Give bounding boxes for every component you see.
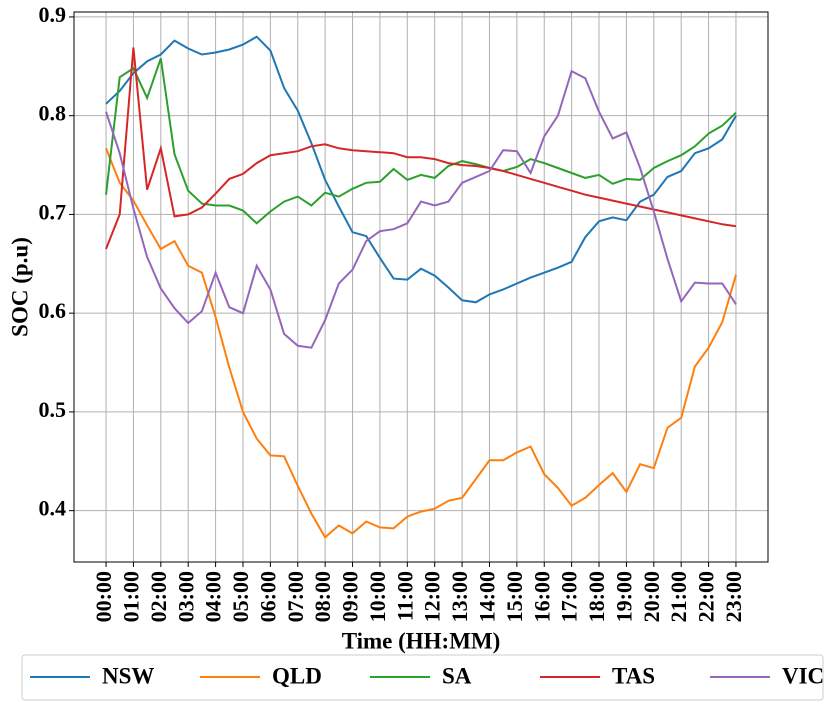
x-tick-label: 19:00 [611, 571, 636, 622]
x-tick-label: 10:00 [365, 571, 390, 622]
series-line [105, 147, 737, 539]
x-tick-label: 03:00 [173, 571, 198, 622]
legend-label: TAS [612, 663, 655, 688]
y-tick-label: 0.4 [39, 496, 67, 521]
legend-label: SA [442, 663, 472, 688]
x-tick-label: 15:00 [502, 571, 527, 622]
y-tick-label: 0.7 [39, 199, 67, 224]
x-tick-label: 11:00 [392, 571, 417, 621]
x-tick-label: 07:00 [283, 571, 308, 622]
x-tick-label: 05:00 [228, 571, 253, 622]
x-tick-label: 00:00 [91, 571, 116, 622]
x-tick-label: 06:00 [255, 571, 280, 622]
x-tick-label: 18:00 [584, 571, 609, 622]
x-tick-label: 09:00 [338, 571, 363, 622]
series-line [105, 35, 737, 304]
legend-label: QLD [272, 663, 322, 688]
y-tick-label: 0.8 [39, 101, 67, 126]
y-tick-label: 0.5 [39, 397, 67, 422]
x-tick-label: 17:00 [557, 571, 582, 622]
plot-frame [73, 11, 769, 563]
legend-label: NSW [102, 663, 154, 688]
x-tick-label: 20:00 [639, 571, 664, 622]
x-tick-label: 04:00 [201, 571, 226, 622]
y-tick-label: 0.9 [39, 2, 67, 27]
x-tick-label: 02:00 [146, 571, 171, 622]
y-axis-label: SOC (p.u) [7, 237, 32, 337]
x-tick-label: 16:00 [529, 571, 554, 622]
series-line [105, 47, 737, 250]
x-tick-label: 23:00 [721, 571, 746, 622]
x-tick-label: 12:00 [420, 571, 445, 622]
series-line [105, 58, 737, 225]
x-tick-label: 14:00 [475, 571, 500, 622]
x-tick-label: 21:00 [666, 571, 691, 622]
x-axis-label: Time (HH:MM) [342, 628, 501, 653]
series-line [105, 69, 737, 349]
y-tick-label: 0.6 [39, 298, 67, 323]
legend-label: VIC [782, 663, 824, 688]
x-tick-label: 01:00 [118, 571, 143, 622]
x-tick-label: 22:00 [694, 571, 719, 622]
x-tick-label: 08:00 [310, 571, 335, 622]
x-tick-label: 13:00 [447, 571, 472, 622]
